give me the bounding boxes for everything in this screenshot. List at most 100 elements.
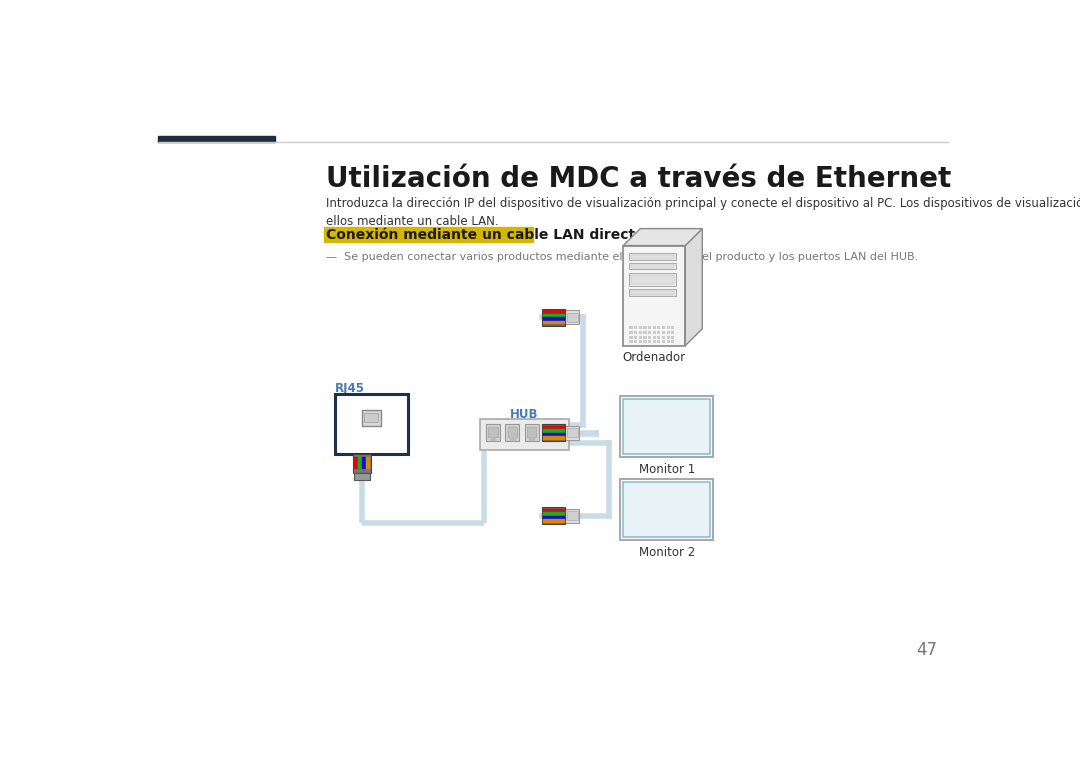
Bar xyxy=(620,396,713,457)
Bar xyxy=(631,264,674,268)
Bar xyxy=(666,336,670,339)
Bar xyxy=(658,331,661,334)
Text: Introduzca la dirección IP del dispositivo de visualización principal y conecte : Introduzca la dirección IP del dispositi… xyxy=(326,197,1080,228)
Bar xyxy=(546,427,556,436)
Bar xyxy=(620,479,713,540)
Bar xyxy=(623,482,710,537)
Bar xyxy=(490,436,496,439)
Bar xyxy=(672,327,674,330)
Bar xyxy=(672,331,674,334)
Bar xyxy=(542,424,565,441)
Bar xyxy=(658,340,661,343)
Bar xyxy=(630,327,633,330)
Bar xyxy=(672,340,674,343)
Bar xyxy=(543,314,564,317)
Bar xyxy=(543,426,564,429)
Bar xyxy=(630,336,633,339)
Bar xyxy=(354,474,369,480)
Bar xyxy=(543,520,564,522)
Bar xyxy=(630,288,676,296)
Bar xyxy=(508,427,517,436)
Bar xyxy=(644,336,647,339)
Bar xyxy=(644,331,647,334)
Bar xyxy=(480,419,569,449)
Bar xyxy=(666,340,670,343)
Bar xyxy=(353,454,372,474)
Bar xyxy=(638,331,642,334)
Bar xyxy=(630,340,633,343)
Bar xyxy=(354,457,357,468)
Bar xyxy=(525,424,539,441)
Bar xyxy=(567,428,578,437)
Bar xyxy=(364,413,378,422)
Text: Monitor 1: Monitor 1 xyxy=(638,462,694,475)
Bar xyxy=(543,320,564,324)
Bar xyxy=(335,394,408,454)
Bar xyxy=(672,336,674,339)
Bar xyxy=(631,255,674,259)
Text: Utilización de MDC a través de Ethernet: Utilización de MDC a través de Ethernet xyxy=(326,165,950,193)
Bar xyxy=(488,427,498,436)
Bar xyxy=(638,340,642,343)
Bar xyxy=(529,436,535,439)
Bar xyxy=(486,424,500,441)
Bar xyxy=(543,513,564,515)
Bar xyxy=(662,331,665,334)
Bar xyxy=(648,327,651,330)
Bar xyxy=(505,424,519,441)
Bar xyxy=(543,317,564,320)
Bar xyxy=(542,309,565,326)
Bar xyxy=(359,457,362,468)
Bar xyxy=(567,511,578,520)
Bar xyxy=(549,436,554,439)
Bar xyxy=(634,327,637,330)
Bar xyxy=(527,427,537,436)
Polygon shape xyxy=(623,229,702,246)
Bar xyxy=(630,253,676,260)
Bar xyxy=(662,327,665,330)
Bar xyxy=(543,433,564,436)
Text: Monitor 2: Monitor 2 xyxy=(638,546,694,559)
Bar xyxy=(362,410,380,426)
Bar xyxy=(565,426,579,439)
Bar xyxy=(362,457,365,468)
Bar xyxy=(662,340,665,343)
Bar xyxy=(543,516,564,519)
Bar xyxy=(648,336,651,339)
Bar xyxy=(631,290,674,295)
Bar xyxy=(634,340,637,343)
Text: Conexión mediante un cable LAN directo: Conexión mediante un cable LAN directo xyxy=(326,228,645,242)
Bar xyxy=(634,336,637,339)
Bar xyxy=(652,327,656,330)
Bar xyxy=(648,340,651,343)
Bar xyxy=(634,331,637,334)
Bar xyxy=(543,430,564,432)
Bar xyxy=(159,142,948,143)
Bar xyxy=(666,331,670,334)
Bar xyxy=(658,336,661,339)
Bar xyxy=(662,336,665,339)
Bar xyxy=(544,424,558,441)
Bar xyxy=(652,331,656,334)
Bar xyxy=(666,327,670,330)
Text: —  Se pueden conectar varios productos mediante el puerto RJ45 del producto y lo: — Se pueden conectar varios productos me… xyxy=(326,252,918,262)
Text: Ordenador: Ordenador xyxy=(623,351,686,364)
Bar xyxy=(542,507,565,524)
Bar xyxy=(366,457,369,468)
Bar xyxy=(543,311,564,313)
Bar xyxy=(638,327,642,330)
Bar xyxy=(658,327,661,330)
Bar xyxy=(565,509,579,523)
Bar xyxy=(630,273,676,285)
Polygon shape xyxy=(685,229,702,346)
Bar xyxy=(565,311,579,324)
Bar xyxy=(644,327,647,330)
Text: HUB: HUB xyxy=(510,408,539,421)
Bar xyxy=(648,331,651,334)
Bar xyxy=(567,313,578,322)
Bar xyxy=(638,336,642,339)
Bar xyxy=(543,436,564,439)
Bar xyxy=(159,137,274,142)
Bar xyxy=(644,340,647,343)
Bar xyxy=(630,331,633,334)
